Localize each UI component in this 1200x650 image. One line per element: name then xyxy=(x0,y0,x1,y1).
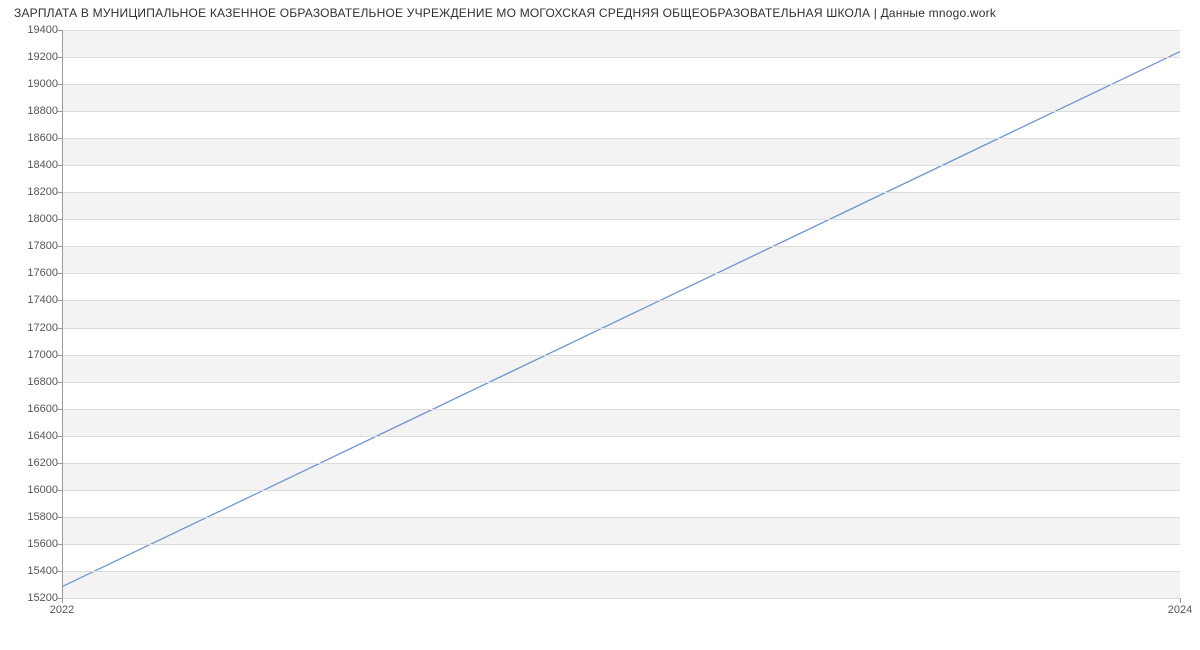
y-tick-label: 15200 xyxy=(27,592,58,604)
y-tick xyxy=(57,219,62,220)
gridline xyxy=(63,219,1180,220)
y-tick xyxy=(57,490,62,491)
gridline xyxy=(63,165,1180,166)
gridline xyxy=(63,57,1180,58)
y-tick-label: 17000 xyxy=(27,349,58,361)
y-tick xyxy=(57,544,62,545)
gridline xyxy=(63,463,1180,464)
line-layer xyxy=(63,30,1180,597)
y-tick-label: 18600 xyxy=(27,132,58,144)
y-tick xyxy=(57,57,62,58)
y-tick xyxy=(57,111,62,112)
y-tick-label: 18400 xyxy=(27,159,58,171)
y-tick-label: 15400 xyxy=(27,565,58,577)
y-tick-label: 17400 xyxy=(27,294,58,306)
gridline xyxy=(63,382,1180,383)
y-tick xyxy=(57,328,62,329)
y-tick xyxy=(57,409,62,410)
gridline xyxy=(63,598,1180,599)
gridline xyxy=(63,355,1180,356)
y-tick-label: 16600 xyxy=(27,403,58,415)
gridline xyxy=(63,490,1180,491)
gridline xyxy=(63,328,1180,329)
gridline xyxy=(63,571,1180,572)
y-tick-label: 17600 xyxy=(27,267,58,279)
gridline xyxy=(63,544,1180,545)
y-tick xyxy=(57,273,62,274)
gridline xyxy=(63,246,1180,247)
series-line-salary xyxy=(63,52,1180,587)
y-tick xyxy=(57,463,62,464)
y-tick-label: 19200 xyxy=(27,51,58,63)
y-tick-label: 18000 xyxy=(27,213,58,225)
y-tick-label: 19400 xyxy=(27,24,58,36)
y-tick-label: 18200 xyxy=(27,186,58,198)
gridline xyxy=(63,138,1180,139)
y-tick-label: 18800 xyxy=(27,105,58,117)
gridline xyxy=(63,300,1180,301)
y-tick xyxy=(57,571,62,572)
gridline xyxy=(63,273,1180,274)
y-tick xyxy=(57,138,62,139)
x-tick xyxy=(1180,598,1181,603)
y-tick xyxy=(57,165,62,166)
y-tick-label: 16400 xyxy=(27,430,58,442)
y-tick xyxy=(57,246,62,247)
y-tick-label: 16800 xyxy=(27,376,58,388)
y-tick xyxy=(57,300,62,301)
y-tick xyxy=(57,355,62,356)
y-tick xyxy=(57,382,62,383)
gridline xyxy=(63,30,1180,31)
y-tick xyxy=(57,84,62,85)
gridline xyxy=(63,517,1180,518)
y-tick xyxy=(57,517,62,518)
gridline xyxy=(63,192,1180,193)
plot-area xyxy=(62,30,1180,598)
chart-title: ЗАРПЛАТА В МУНИЦИПАЛЬНОЕ КАЗЕННОЕ ОБРАЗО… xyxy=(14,6,996,20)
x-tick-label: 2024 xyxy=(1168,604,1192,616)
y-tick xyxy=(57,192,62,193)
gridline xyxy=(63,409,1180,410)
x-tick xyxy=(62,598,63,603)
y-tick-label: 16000 xyxy=(27,484,58,496)
gridline xyxy=(63,84,1180,85)
gridline xyxy=(63,111,1180,112)
y-tick-label: 17800 xyxy=(27,240,58,252)
y-tick xyxy=(57,30,62,31)
y-tick xyxy=(57,436,62,437)
x-tick-label: 2022 xyxy=(50,604,74,616)
gridline xyxy=(63,436,1180,437)
y-tick-label: 15800 xyxy=(27,511,58,523)
y-tick-label: 17200 xyxy=(27,322,58,334)
salary-line-chart: ЗАРПЛАТА В МУНИЦИПАЛЬНОЕ КАЗЕННОЕ ОБРАЗО… xyxy=(0,0,1200,650)
y-tick-label: 15600 xyxy=(27,538,58,550)
y-tick-label: 16200 xyxy=(27,457,58,469)
y-tick-label: 19000 xyxy=(27,78,58,90)
